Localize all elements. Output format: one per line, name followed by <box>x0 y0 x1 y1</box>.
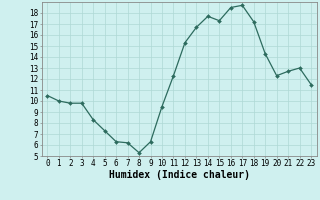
X-axis label: Humidex (Indice chaleur): Humidex (Indice chaleur) <box>109 170 250 180</box>
